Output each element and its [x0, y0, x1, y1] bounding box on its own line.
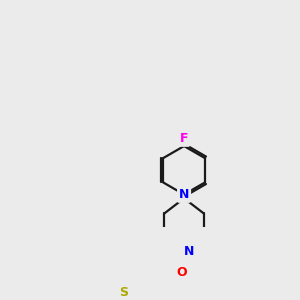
Text: O: O [176, 266, 187, 279]
Text: F: F [180, 132, 188, 145]
Text: N: N [179, 188, 189, 201]
Text: S: S [119, 286, 128, 299]
Text: N: N [184, 245, 194, 258]
